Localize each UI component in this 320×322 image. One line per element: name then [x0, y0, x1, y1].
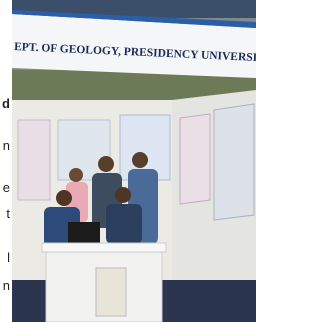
person-body — [106, 204, 142, 244]
laptop — [68, 222, 100, 244]
side-letter: e — [3, 180, 10, 195]
side-letter: l — [7, 250, 10, 265]
person-head — [69, 168, 83, 182]
side-letter: t — [6, 206, 10, 221]
poster — [214, 104, 254, 220]
photo-page: EPT. OF GEOLOGY, PRESIDENCY UNIVERSITY, … — [0, 0, 256, 322]
table-poster — [96, 268, 126, 316]
person-head — [132, 152, 148, 168]
person-head — [115, 187, 131, 203]
side-letter: n — [3, 138, 10, 153]
side-letter: d — [2, 96, 10, 111]
person-head — [98, 156, 114, 172]
table-top — [42, 243, 166, 252]
poster — [18, 120, 50, 200]
person-head — [56, 190, 72, 206]
poster — [180, 114, 210, 204]
side-letter: n — [3, 278, 10, 293]
photo: EPT. OF GEOLOGY, PRESIDENCY UNIVERSITY, — [12, 0, 256, 322]
